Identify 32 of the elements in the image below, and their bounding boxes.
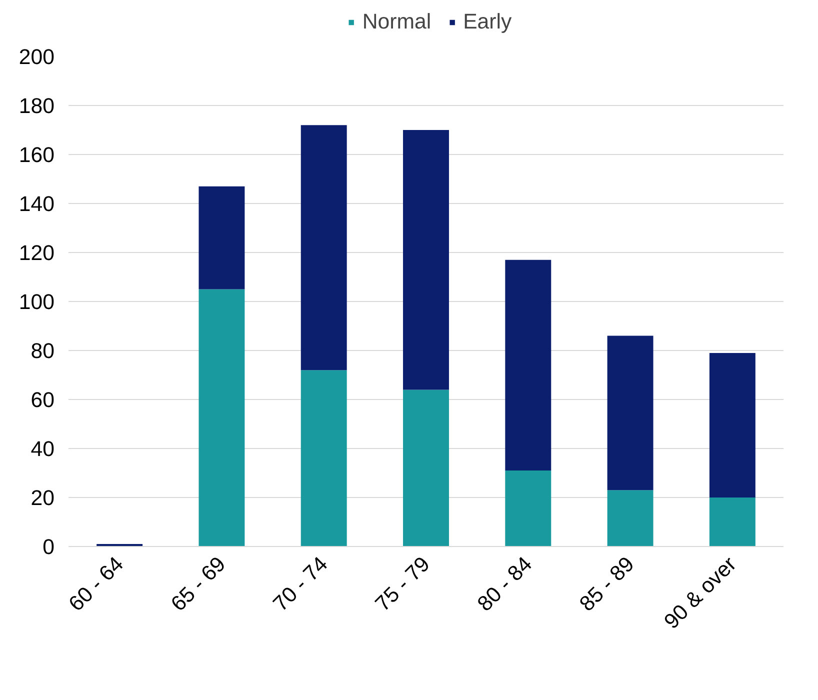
bar	[607, 490, 654, 546]
legend-label: Early	[463, 10, 512, 34]
bar	[300, 125, 347, 370]
x-tick-label: 80 - 84	[472, 552, 537, 616]
y-tick-label: 100	[18, 290, 55, 314]
y-tick-label: 200	[18, 45, 55, 69]
y-tick-label: 180	[18, 94, 55, 118]
y-tick-label: 40	[30, 437, 55, 461]
bar	[403, 130, 449, 390]
y-tick-label: 160	[18, 143, 55, 167]
bar	[198, 186, 245, 290]
y-tick-label: 20	[30, 486, 55, 510]
bar	[607, 336, 654, 490]
bar	[709, 498, 756, 546]
y-tick-label: 0	[42, 535, 55, 559]
x-tick-label: 65 - 69	[166, 552, 230, 616]
y-tick-label: 80	[30, 339, 55, 363]
bar	[709, 352, 756, 498]
legend-label: Normal	[362, 10, 432, 34]
bar	[300, 370, 347, 546]
bar	[198, 289, 245, 546]
y-tick-label: 60	[30, 388, 55, 412]
y-tick-label: 120	[18, 241, 55, 265]
x-tick-label: 85 - 89	[574, 552, 639, 616]
bar	[505, 470, 552, 546]
bar	[505, 260, 552, 471]
x-tick-label: 70 - 74	[268, 552, 332, 616]
x-tick-label: 60 - 64	[64, 552, 128, 616]
x-tick-label: 90 & over	[659, 552, 741, 634]
bar	[403, 390, 449, 546]
x-tick-label: 75 - 79	[370, 552, 434, 616]
y-tick-label: 140	[18, 192, 55, 216]
